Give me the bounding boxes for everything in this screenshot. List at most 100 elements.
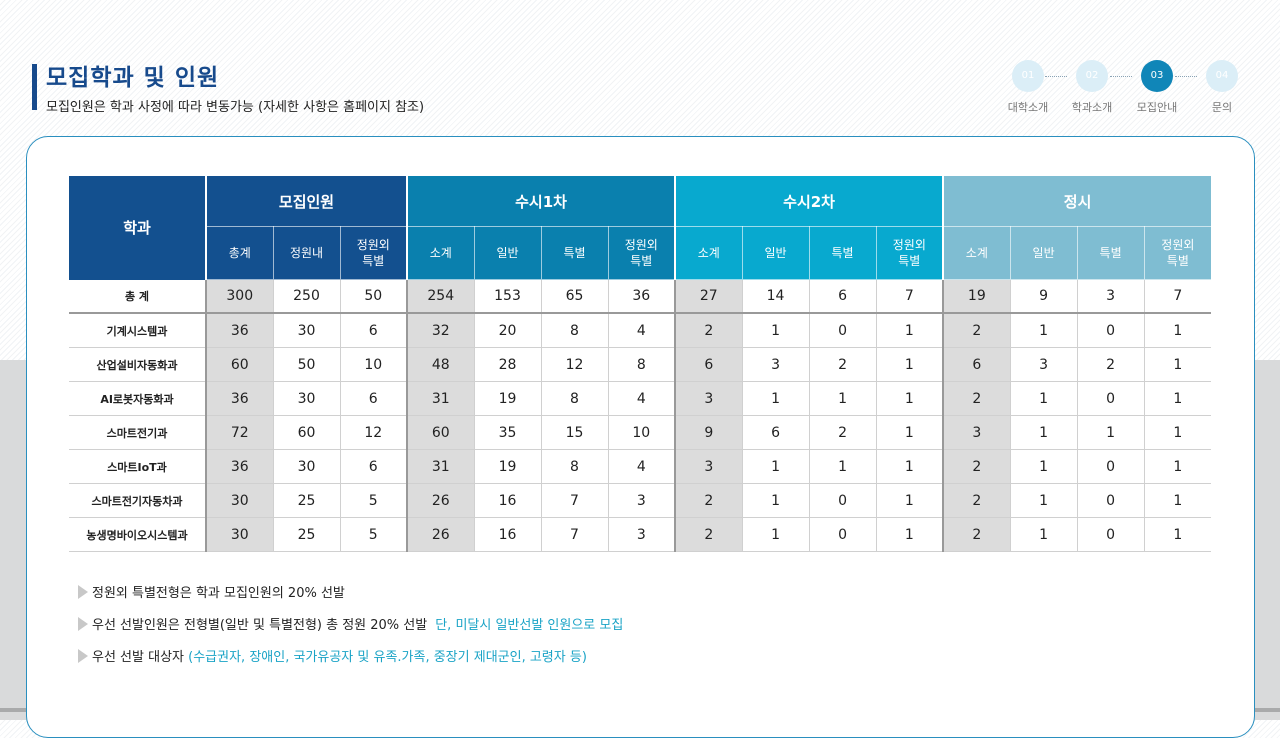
cell-value: 30 [205, 517, 273, 552]
cell-value: 1 [875, 483, 944, 518]
subheader: 특별 [1076, 226, 1145, 280]
table-body: 총 계 300 250 50 254 153 65 36 27 14 6 7 19 9 3 7 기계시스템과 36… [69, 279, 1212, 552]
cell-value: 1 [1143, 483, 1212, 518]
table-row: 스마트IoT과 36 30 6 31 19 8 4 3 1 1 1 2 1 0 1 [69, 449, 1212, 484]
subheader: 일반 [1009, 226, 1078, 280]
cell-value: 250 [272, 279, 340, 314]
subheader: 일반 [473, 226, 542, 280]
note-item: 정원외 특별전형은 학과 모집인원의 20% 선발 [78, 582, 623, 614]
cell-value: 12 [540, 347, 609, 382]
cell-value: 14 [741, 279, 810, 314]
step-label: 대학소개 [1007, 101, 1049, 114]
cell-value: 26 [406, 483, 475, 518]
subheader: 정원외 특별 [875, 226, 944, 280]
cell-value: 1 [1009, 415, 1078, 450]
note-highlight: (수급권자, 장애인, 국가유공자 및 유족.가족, 중장기 제대군인, 고령자… [188, 650, 587, 665]
dept-name: 산업설비자동화과 [69, 347, 206, 382]
cell-value: 19 [473, 449, 542, 484]
notes-list: 정원외 특별전형은 학과 모집인원의 20% 선발 우선 선발인원은 전형별(일… [78, 582, 623, 678]
cell-value: 0 [1076, 449, 1145, 484]
cell-value: 8 [540, 381, 609, 416]
cell-value: 6 [808, 279, 877, 314]
cell-value: 2 [942, 449, 1011, 484]
cell-value: 7 [540, 517, 609, 552]
cell-value: 1 [875, 517, 944, 552]
cell-value: 26 [406, 517, 475, 552]
note-text: 우선 선발 대상자 [92, 650, 184, 665]
cell-value: 1 [741, 381, 810, 416]
cell-value: 25 [272, 517, 340, 552]
step-02[interactable]: 02 학과소개 [1064, 60, 1120, 115]
cell-value: 1 [1143, 313, 1212, 348]
cell-value: 2 [942, 313, 1011, 348]
cell-value: 30 [272, 449, 340, 484]
cell-value: 300 [205, 279, 273, 314]
cell-value: 50 [272, 347, 340, 382]
cell-value: 8 [607, 347, 676, 382]
subheader: 정원외 특별 [1143, 226, 1212, 280]
cell-value: 60 [205, 347, 273, 382]
cell-value: 0 [1076, 381, 1145, 416]
cell-value: 16 [473, 517, 542, 552]
cell-value: 30 [205, 483, 273, 518]
subheader: 정원외 특별 [607, 226, 676, 280]
cell-value: 36 [205, 449, 273, 484]
step-navigation: 01 대학소개 02 학과소개 03 모집안내 04 문의 [1000, 60, 1250, 120]
cell-value: 1 [875, 381, 944, 416]
cell-value: 1 [1143, 449, 1212, 484]
cell-value: 0 [1076, 483, 1145, 518]
subheader: 일반 [741, 226, 810, 280]
cell-value: 6 [339, 313, 408, 348]
cell-value: 19 [942, 279, 1011, 314]
cell-value: 30 [272, 313, 340, 348]
cell-value: 0 [808, 517, 877, 552]
cell-value: 20 [473, 313, 542, 348]
cell-value: 65 [540, 279, 609, 314]
step-01[interactable]: 01 대학소개 [1000, 60, 1056, 115]
step-04[interactable]: 04 문의 [1194, 60, 1250, 115]
dept-name: AI로봇자동화과 [69, 381, 206, 416]
cell-value: 28 [473, 347, 542, 382]
subheader: 소계 [942, 226, 1011, 280]
cell-value: 3 [607, 483, 676, 518]
note-item: 우선 선발인원은 전형별(일반 및 특별전형) 총 정원 20% 선발 단, 미달… [78, 614, 623, 646]
cell-value: 7 [875, 279, 944, 314]
cell-value: 31 [406, 449, 475, 484]
cell-value: 25 [272, 483, 340, 518]
step-label: 학과소개 [1071, 101, 1113, 114]
cell-value: 0 [1076, 313, 1145, 348]
cell-value: 4 [607, 313, 676, 348]
cell-value: 1 [1009, 517, 1078, 552]
cell-value: 60 [272, 415, 340, 450]
header-group-early1: 수시1차 [406, 176, 676, 227]
cell-value: 1 [875, 313, 944, 348]
cell-value: 8 [540, 449, 609, 484]
cell-value: 2 [674, 313, 743, 348]
cell-value: 2 [1076, 347, 1145, 382]
dept-name: 농생명바이오시스템과 [69, 517, 206, 552]
cell-value: 36 [205, 381, 273, 416]
cell-value: 1 [741, 449, 810, 484]
cell-value: 10 [607, 415, 676, 450]
cell-value: 254 [406, 279, 475, 314]
step-number: 03 [1141, 60, 1173, 92]
cell-value: 0 [808, 483, 877, 518]
cell-value: 16 [473, 483, 542, 518]
cell-value: 6 [942, 347, 1011, 382]
cell-value: 1 [808, 381, 877, 416]
note-highlight: 단, 미달시 일반선발 인원으로 모집 [435, 618, 624, 633]
cell-value: 32 [406, 313, 475, 348]
cell-value: 1 [741, 483, 810, 518]
cell-value: 12 [339, 415, 408, 450]
cell-value: 31 [406, 381, 475, 416]
step-03[interactable]: 03 모집안내 [1129, 60, 1185, 115]
header-group-early2: 수시2차 [674, 176, 944, 227]
header-group-regular: 정시 [942, 176, 1212, 227]
cell-value: 48 [406, 347, 475, 382]
cell-value: 3 [942, 415, 1011, 450]
cell-value: 1 [741, 313, 810, 348]
cell-value: 1 [1143, 381, 1212, 416]
step-number: 01 [1012, 60, 1044, 92]
cell-value: 6 [741, 415, 810, 450]
step-connector [1045, 76, 1067, 77]
